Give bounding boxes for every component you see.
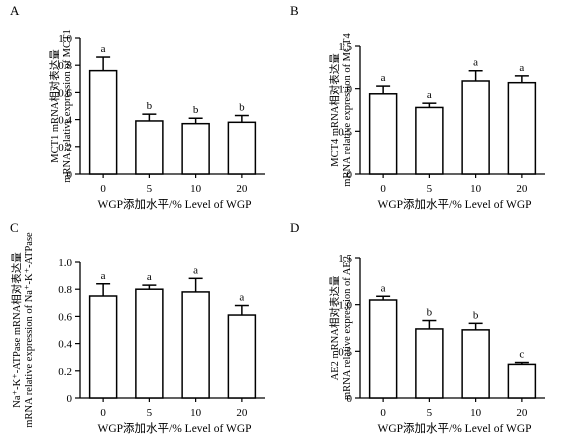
bar (227, 121, 257, 175)
x-axis-title: WGP添加水平/% Level of WGP (97, 421, 251, 435)
bar (135, 288, 164, 399)
y-tick-label: 1.5 (338, 41, 352, 53)
significance-letter: b (427, 307, 433, 319)
significance-letter: a (193, 264, 198, 276)
y-tick-label: 0.6 (58, 87, 72, 99)
bar (368, 299, 398, 399)
chart-panel-b: B 0 0.5 1.0 1.5 a 0 a 5 a 10 a 20 WGP添加水平/% Level of … (290, 3, 545, 211)
y-tick-label: 0.8 (58, 284, 72, 296)
bar (368, 93, 398, 175)
x-tick-label: 10 (470, 183, 482, 195)
x-tick-label: 20 (516, 183, 528, 195)
x-tick-label: 5 (427, 407, 433, 419)
x-tick-label: 5 (427, 183, 433, 195)
y-tick-label: 0.4 (58, 115, 72, 127)
y-tick-label: 1.0 (338, 84, 352, 96)
significance-letter: a (381, 282, 386, 294)
bar (227, 314, 257, 399)
y-tick-label: 0 (67, 393, 73, 405)
x-tick-label: 0 (100, 407, 106, 419)
x-tick-label: 20 (236, 407, 248, 419)
significance-letter: a (101, 270, 106, 282)
y-axis-title-cn: MCT1 mRNA相对表达量 (48, 49, 61, 163)
significance-letter: b (193, 104, 199, 116)
bar (461, 80, 490, 175)
x-tick-label: 5 (147, 407, 153, 419)
y-tick-label: 0.5 (338, 126, 352, 138)
x-tick-label: 0 (380, 183, 386, 195)
significance-letter: b (473, 309, 479, 321)
x-tick-label: 10 (190, 183, 202, 195)
y-tick-label: 1.0 (58, 257, 72, 269)
y-tick-label: 0.8 (58, 60, 72, 72)
y-axis-title-cn: Na⁺-K⁺-ATPase mRNA相对表达量 (10, 252, 23, 408)
significance-letter: a (519, 62, 524, 74)
y-tick-label: 0.5 (338, 346, 352, 358)
y-tick-label: 1.0 (58, 33, 72, 45)
panel-letter: D (290, 220, 299, 235)
y-tick-label: 0 (67, 169, 73, 181)
y-tick-label: 0.2 (58, 366, 72, 378)
bar (88, 295, 118, 399)
x-tick-label: 0 (100, 183, 106, 195)
significance-letter: c (519, 349, 524, 361)
x-tick-label: 0 (380, 407, 386, 419)
significance-letter: a (473, 57, 478, 69)
x-tick-label: 20 (236, 183, 248, 195)
x-axis-title: WGP添加水平/% Level of WGP (377, 197, 531, 211)
y-axis-title-cn: MCT4 mRNA相对表达量 (328, 53, 341, 167)
chart-panel-a: A 0 0.2 0.4 0.6 0.8 1.0 a 0 b 5 b 10 b 20 WGP添加水平/% Lev… (10, 3, 265, 211)
panel-letter: B (290, 3, 299, 18)
bar (135, 120, 164, 175)
chart-panel-d: D 0 0.5 1.0 1.5 a 0 b 5 b 10 c 20 WGP添加水平/% Level of … (290, 220, 545, 435)
y-axis-title-cn: AE2 mRNA相对表达量 (328, 275, 341, 380)
bar (181, 291, 210, 399)
y-tick-label: 1.5 (338, 253, 352, 265)
bar (507, 363, 537, 399)
x-axis-title: WGP添加水平/% Level of WGP (97, 197, 251, 211)
x-tick-label: 5 (147, 183, 153, 195)
y-tick-label: 0 (347, 169, 353, 181)
significance-letter: a (427, 89, 432, 101)
bar (507, 81, 537, 175)
chart-panel-c: C 0 0.2 0.4 0.6 0.8 1.0 a 0 a 5 a 10 a 20 WGP添加水平/% Lev… (10, 220, 265, 435)
panel-letter: C (10, 220, 19, 235)
y-tick-label: 0 (347, 393, 353, 405)
significance-letter: a (239, 292, 244, 304)
significance-letter: a (381, 72, 386, 84)
y-axis-title-en: mRNA relative expression of Na⁺-K⁺-ATPas… (24, 232, 35, 428)
bar (181, 122, 210, 175)
bar (415, 328, 444, 399)
y-axis-title-en: mRNA relative expression of MCT4 (342, 33, 353, 187)
significance-letter: a (147, 271, 152, 283)
panel-letter: A (10, 3, 20, 18)
significance-letter: a (101, 43, 106, 55)
bar (461, 329, 490, 399)
x-tick-label: 10 (190, 407, 202, 419)
x-tick-label: 10 (470, 407, 482, 419)
y-tick-label: 1.0 (338, 300, 352, 312)
y-tick-label: 0.2 (58, 142, 72, 154)
bar (415, 106, 444, 175)
y-axis-title-en: mRNA relative expression of AE2 (342, 256, 353, 400)
x-axis-title: WGP添加水平/% Level of WGP (377, 421, 531, 435)
y-tick-label: 0.6 (58, 311, 72, 323)
significance-letter: b (239, 102, 245, 114)
bar (88, 69, 118, 175)
significance-letter: b (147, 100, 153, 112)
y-tick-label: 0.4 (58, 339, 72, 351)
x-tick-label: 20 (516, 407, 528, 419)
y-axis-title-en: mRNA relative expression of MCT1 (62, 29, 73, 182)
